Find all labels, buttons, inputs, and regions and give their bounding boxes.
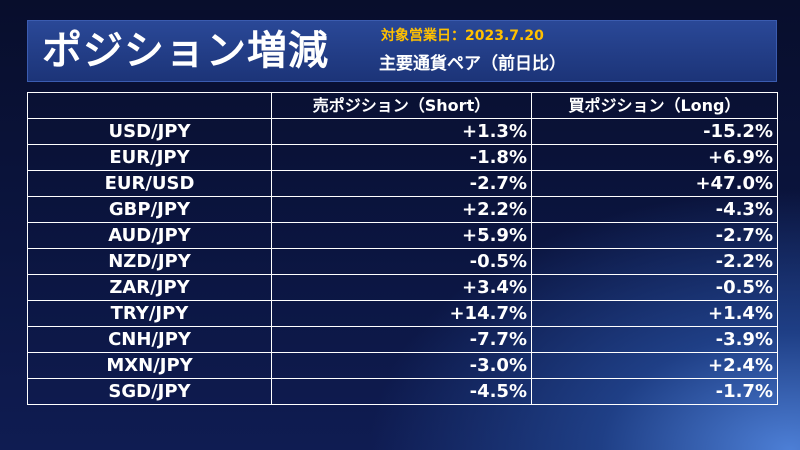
short-change-cell: +2.2% (271, 196, 532, 223)
short-change-cell: -2.7% (271, 170, 532, 197)
column-header-short: 売ポジション（Short） (271, 92, 532, 119)
table-row: EUR/JPY -1.8% +6.9% (27, 144, 778, 171)
table-row: GBP/JPY +2.2% -4.3% (27, 196, 778, 223)
position-change-table: 売ポジション（Short） 買ポジション（Long） USD/JPY +1.3%… (27, 92, 778, 405)
page-title: ポジション増減 (42, 28, 329, 74)
table-row: MXN/JPY -3.0% +2.4% (27, 352, 778, 379)
table-row: NZD/JPY -0.5% -2.2% (27, 248, 778, 275)
long-change-cell: +1.4% (531, 300, 778, 327)
short-change-cell: -7.7% (271, 326, 532, 353)
long-change-cell: -1.7% (531, 378, 778, 405)
pair-cell: ZAR/JPY (27, 274, 272, 301)
long-change-cell: -15.2% (531, 118, 778, 145)
long-change-cell: -0.5% (531, 274, 778, 301)
pair-cell: TRY/JPY (27, 300, 272, 327)
pair-cell: CNH/JPY (27, 326, 272, 353)
short-change-cell: -0.5% (271, 248, 532, 275)
table-row: ZAR/JPY +3.4% -0.5% (27, 274, 778, 301)
pair-cell: AUD/JPY (27, 222, 272, 249)
long-change-cell: +47.0% (531, 170, 778, 197)
column-header-long: 買ポジション（Long） (531, 92, 778, 119)
pair-cell: GBP/JPY (27, 196, 272, 223)
short-change-cell: +1.3% (271, 118, 532, 145)
table-row: EUR/USD -2.7% +47.0% (27, 170, 778, 197)
short-change-cell: -1.8% (271, 144, 532, 171)
table-row: SGD/JPY -4.5% -1.7% (27, 378, 778, 405)
short-change-cell: +5.9% (271, 222, 532, 249)
long-change-cell: -2.7% (531, 222, 778, 249)
pair-cell: EUR/JPY (27, 144, 272, 171)
long-change-cell: +6.9% (531, 144, 778, 171)
short-change-cell: -4.5% (271, 378, 532, 405)
long-change-cell: -3.9% (531, 326, 778, 353)
short-change-cell: +14.7% (271, 300, 532, 327)
table-row: AUD/JPY +5.9% -2.7% (27, 222, 778, 249)
short-change-cell: -3.0% (271, 352, 532, 379)
long-change-cell: -4.3% (531, 196, 778, 223)
table-row: TRY/JPY +14.7% +1.4% (27, 300, 778, 327)
long-change-cell: +2.4% (531, 352, 778, 379)
page-subtitle: 主要通貨ペア（前日比） (379, 54, 566, 74)
pair-cell: NZD/JPY (27, 248, 272, 275)
column-header-pair (27, 92, 272, 119)
pair-cell: USD/JPY (27, 118, 272, 145)
pair-cell: MXN/JPY (27, 352, 272, 379)
table-row: USD/JPY +1.3% -15.2% (27, 118, 778, 145)
header-banner: ポジション増減 対象営業日：2023.7.20 主要通貨ペア（前日比） (27, 20, 777, 82)
table-header-row: 売ポジション（Short） 買ポジション（Long） (27, 92, 778, 119)
long-change-cell: -2.2% (531, 248, 778, 275)
table-row: CNH/JPY -7.7% -3.9% (27, 326, 778, 353)
business-date: 対象営業日：2023.7.20 (381, 28, 544, 44)
pair-cell: SGD/JPY (27, 378, 272, 405)
pair-cell: EUR/USD (27, 170, 272, 197)
short-change-cell: +3.4% (271, 274, 532, 301)
